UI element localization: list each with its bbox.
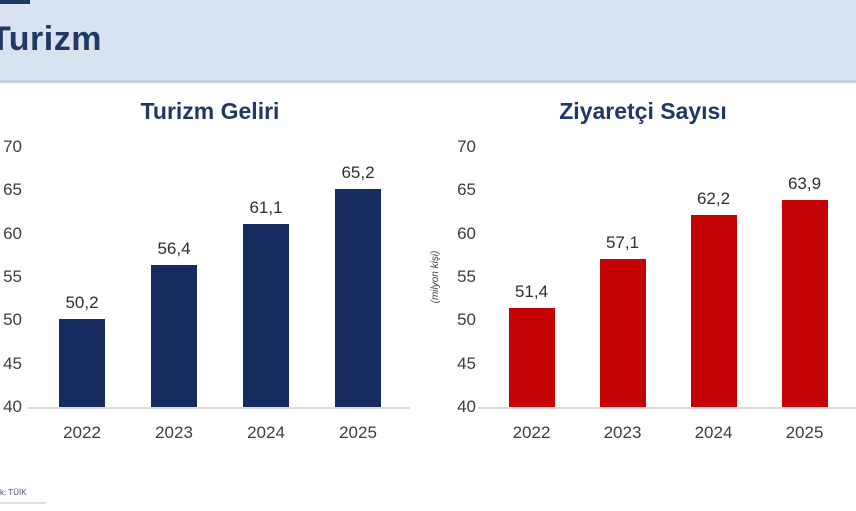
bar-2024 — [243, 224, 289, 407]
chart-ziyaretci-sayisi: Ziyaretçi Sayısı (milyon kişi) 70 65 60 55 5… — [430, 86, 856, 466]
bar-slot: 62,2 2024 — [668, 147, 759, 442]
x-tick-label: 2025 — [339, 423, 377, 442]
bar-2024 — [690, 215, 737, 407]
y-tick-label: 50 — [457, 310, 476, 330]
bar-2023 — [599, 259, 646, 407]
y-tick-label: 55 — [457, 267, 476, 286]
plot-area: 51,4 2022 57,1 2023 62,2 2024 63,9 2025 — [478, 147, 856, 442]
bar-2023 — [151, 265, 197, 407]
y-tick-label: 60 — [3, 223, 22, 243]
plot-area: 50,2 2022 56,4 2023 61,1 2024 65,2 2025 — [28, 147, 410, 442]
bar-value-label: 57,1 — [605, 233, 640, 252]
bar-slot: 63,9 2025 — [759, 147, 850, 442]
chart-title-turizm-geliri: Turizm Geliri — [140, 98, 280, 124]
bar-value-label: 65,2 — [341, 163, 375, 182]
bar-2025 — [781, 200, 828, 407]
x-tick-label: 2023 — [155, 423, 193, 442]
y-axis-ticks: 70 65 60 55 50 45 40 — [0, 137, 22, 416]
x-tick-label: 2023 — [603, 423, 642, 442]
y-tick-label: 60 — [457, 223, 476, 243]
bar-value-label: 62,2 — [696, 189, 731, 208]
bar-slot: 56,4 2023 — [128, 147, 220, 442]
source-underline — [0, 502, 46, 504]
bar-slot: 65,2 2025 — [312, 147, 404, 442]
x-tick-label: 2025 — [785, 423, 824, 442]
x-tick-label: 2022 — [512, 423, 551, 442]
y-axis-ticks: 70 65 60 55 50 45 40 — [430, 137, 476, 416]
y-tick-label: 40 — [457, 397, 476, 416]
bar-slot: 50,2 2022 — [36, 147, 128, 442]
y-tick-label: 45 — [3, 353, 22, 373]
page-title: Turizm — [0, 20, 102, 58]
bar-value-label: 63,9 — [787, 174, 822, 193]
header-band: Turizm — [0, 0, 856, 83]
y-tick-label: 40 — [3, 397, 22, 416]
x-tick-label: 2022 — [63, 423, 101, 442]
y-tick-label: 55 — [3, 267, 22, 286]
x-tick-label: 2024 — [694, 423, 733, 442]
bar-value-label: 56,4 — [157, 239, 191, 258]
bars-group: 50,2 2022 56,4 2023 61,1 2024 65,2 2025 — [36, 147, 404, 442]
y-tick-label: 70 — [3, 137, 22, 156]
bar-slot: 61,1 2024 — [220, 147, 312, 442]
bar-2025 — [335, 189, 381, 407]
bar-slot: 51,4 2022 — [486, 147, 577, 442]
bar-value-label: 61,1 — [249, 198, 283, 217]
bar-2022 — [59, 319, 105, 407]
bar-2022 — [508, 308, 555, 407]
chart-turizm-geliri: Turizm Geliri 70 65 60 55 50 45 40 50,2 2022 56,… — [0, 86, 420, 466]
bar-value-label: 51,4 — [514, 282, 549, 301]
top-left-accent-bar — [0, 0, 30, 4]
bar-value-label: 50,2 — [65, 293, 99, 312]
bar-slot: 57,1 2023 — [577, 147, 668, 442]
chart-title-ziyaretci-sayisi: Ziyaretçi Sayısı — [559, 98, 727, 124]
y-tick-label: 50 — [3, 310, 22, 330]
y-tick-label: 65 — [3, 180, 22, 200]
y-tick-label: 65 — [457, 180, 476, 200]
y-tick-label: 70 — [457, 137, 476, 156]
source-note: k: TÜİK — [0, 488, 27, 497]
bars-group: 51,4 2022 57,1 2023 62,2 2024 63,9 2025 — [486, 147, 850, 442]
y-tick-label: 45 — [457, 353, 476, 373]
x-tick-label: 2024 — [247, 423, 285, 442]
